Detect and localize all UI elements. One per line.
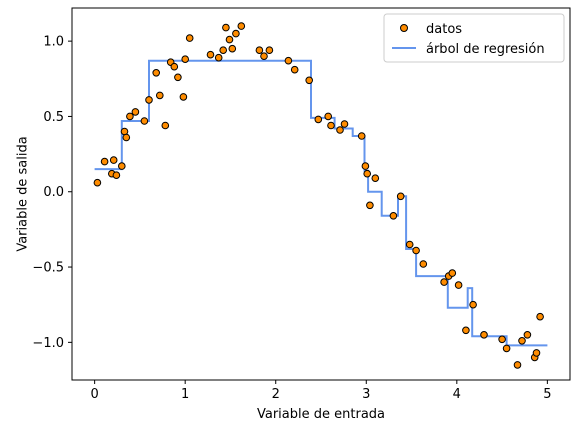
data-point [357, 132, 366, 140]
data-points [93, 22, 544, 369]
x-tick-label: 1 [181, 387, 189, 402]
data-point [532, 349, 541, 357]
data-point [454, 281, 463, 289]
data-point [214, 53, 223, 62]
x-axis-label: Variable de entrada [257, 407, 385, 422]
y-axis-ticks: −1.0 −0.5 0.0 0.5 1.0 [32, 35, 72, 351]
y-axis-label: Variable de salida [16, 136, 31, 251]
y-tick-label: 0.5 [43, 110, 64, 125]
x-axis-ticks: 0 1 2 3 4 5 [90, 380, 552, 402]
data-point [366, 201, 374, 210]
data-point [314, 115, 323, 124]
data-point [112, 171, 121, 179]
x-tick-label: 5 [543, 387, 551, 402]
data-point [100, 157, 109, 166]
data-point [179, 93, 188, 101]
data-point [361, 162, 370, 170]
legend-marker-datos [400, 24, 408, 32]
data-point [161, 121, 170, 130]
x-tick-label: 0 [90, 387, 98, 402]
data-point [290, 65, 299, 74]
data-point [140, 117, 149, 125]
data-point [93, 178, 102, 187]
data-point [284, 56, 293, 65]
data-point [265, 46, 274, 55]
data-point [469, 300, 477, 309]
data-point [513, 361, 522, 369]
y-tick-label: −1.0 [32, 336, 64, 351]
y-tick-label: 1.0 [43, 35, 64, 50]
data-point [156, 91, 164, 100]
data-point [219, 46, 227, 55]
regression-tree-step-line [94, 59, 548, 347]
data-point [174, 73, 182, 82]
data-point [206, 50, 215, 59]
data-point [185, 34, 194, 42]
data-point [324, 112, 333, 121]
data-point [502, 344, 511, 353]
data-point [305, 76, 314, 85]
data-point [152, 69, 160, 77]
legend-box [383, 13, 565, 63]
x-tick-label: 2 [272, 387, 280, 402]
y-tick-label: 0.0 [43, 185, 64, 200]
data-point [118, 162, 126, 170]
data-point [518, 337, 526, 345]
data-point [225, 35, 234, 44]
x-tick-label: 3 [362, 387, 370, 402]
data-point [170, 62, 179, 71]
data-point [255, 46, 264, 55]
data-point [145, 96, 153, 104]
data-point [419, 260, 428, 268]
data-point [232, 29, 240, 38]
legend: datos árbol de regresión [383, 13, 565, 63]
data-point [126, 112, 134, 121]
data-point [260, 52, 268, 61]
data-point [340, 120, 349, 128]
data-point [462, 326, 470, 335]
legend-label-regression-tree: árbol de regresión [426, 42, 545, 57]
data-point [523, 331, 532, 339]
data-point [363, 169, 372, 178]
regression-tree-line [94, 59, 548, 347]
data-point [181, 55, 189, 64]
data-point [109, 156, 118, 164]
data-point [237, 22, 246, 30]
data-point [122, 133, 131, 142]
data-point [412, 246, 420, 255]
data-point [371, 174, 380, 182]
data-point [536, 312, 544, 321]
data-point [448, 269, 457, 277]
data-point [405, 240, 414, 249]
x-tick-label: 4 [453, 387, 461, 402]
data-point [389, 212, 398, 220]
legend-label-datos: datos [426, 22, 462, 37]
axes-frame [71, 7, 571, 381]
data-point [336, 126, 344, 134]
data-point [498, 335, 506, 344]
data-point [222, 23, 230, 32]
data-point [131, 108, 140, 116]
data-point [440, 278, 448, 286]
data-point [480, 331, 488, 339]
y-tick-label: −0.5 [32, 261, 64, 276]
data-point [396, 192, 405, 201]
data-point [327, 121, 335, 130]
data-point [228, 44, 237, 53]
